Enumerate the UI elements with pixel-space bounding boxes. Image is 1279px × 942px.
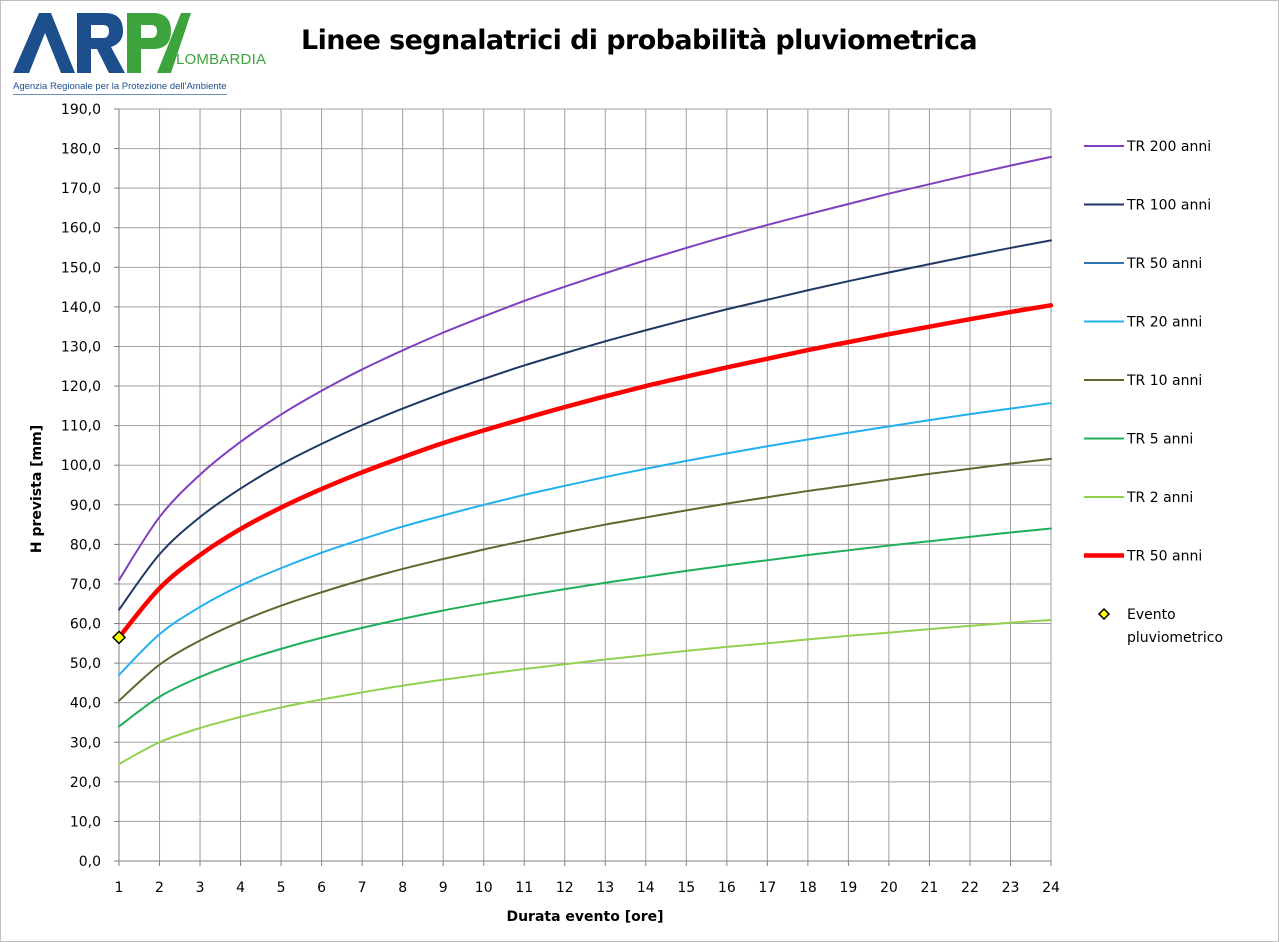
y-tick-labels: 0,0 10,0 20,0 30,0 40,0 50,0 60,0 70,0 80,0 90,0 1… (61, 102, 101, 870)
x-tick-label: 18 (799, 880, 817, 896)
x-tick-label: 13 (596, 880, 614, 896)
x-tick-label: 3 (196, 880, 205, 896)
y-tick-label: 150,0 (61, 260, 101, 276)
arpa-logo-mark (13, 13, 191, 73)
x-tick-label: 1 (115, 880, 124, 896)
series-line-5 (118, 527, 1052, 728)
grid-lines (119, 108, 1052, 861)
x-tick-label: 14 (637, 880, 655, 896)
x-tick-label: 22 (961, 880, 979, 896)
y-tick-label: 20,0 (70, 775, 101, 791)
axes (114, 108, 1052, 866)
series-lines (116, 155, 1054, 766)
y-tick-label: 90,0 (70, 498, 101, 514)
x-tick-label: 17 (758, 880, 776, 896)
y-tick-label: 190,0 (61, 102, 101, 118)
logo-tagline: Agenzia Regionale per la Protezione dell… (13, 81, 227, 95)
x-tick-label: 10 (475, 880, 493, 896)
y-tick-label: 80,0 (70, 537, 101, 553)
y-tick-label: 60,0 (70, 617, 101, 633)
y-tick-label: 70,0 (70, 577, 101, 593)
chart-title: Linee segnalatrici di probabilità pluvio… (301, 25, 978, 56)
event-markers (111, 630, 127, 645)
series-line-4 (118, 457, 1052, 702)
series-line-1 (118, 239, 1052, 611)
x-tick-label: 15 (677, 880, 695, 896)
y-tick-label: 140,0 (61, 300, 101, 316)
x-tick-label: 7 (358, 880, 367, 896)
legend-event-marker (1097, 607, 1111, 621)
x-tick-label: 5 (277, 880, 286, 896)
x-tick-label: 20 (880, 880, 898, 896)
x-tick-label: 24 (1042, 880, 1060, 896)
legend-label-7: TR 50 anni (1126, 549, 1202, 565)
series-line-7 (116, 303, 1054, 640)
x-tick-label: 9 (439, 880, 448, 896)
y-tick-label: 110,0 (61, 419, 101, 435)
legend-label-4: TR 10 anni (1126, 373, 1202, 389)
legend-label-5: TR 5 anni (1126, 432, 1193, 448)
x-tick-label: 6 (317, 880, 326, 896)
x-tick-label: 2 (155, 880, 164, 896)
series-line-6 (118, 618, 1052, 766)
legend-label-6: TR 2 anni (1126, 490, 1193, 506)
x-tick-label: 16 (718, 880, 736, 896)
x-tick-label: 19 (839, 880, 857, 896)
legend-label-1: TR 100 anni (1126, 198, 1211, 214)
y-axis-title: H prevista [mm] (29, 425, 45, 553)
legend-event-label-line1: Evento (1127, 607, 1176, 623)
logo-region-text: LOMBARDIA (176, 51, 267, 68)
y-tick-label: 40,0 (70, 696, 101, 712)
legend-label-3: TR 20 anni (1126, 315, 1202, 331)
x-tick-label: 11 (515, 880, 533, 896)
series-line-0 (118, 155, 1052, 581)
y-tick-label: 180,0 (61, 142, 101, 158)
legend-event-label-line2: pluviometrico (1127, 630, 1223, 646)
x-tick-label: 8 (398, 880, 407, 896)
y-tick-label: 10,0 (70, 814, 101, 830)
x-axis-title: Durata evento [ore] (506, 909, 663, 925)
arpa-logo: LOMBARDIA Agenzia Regionale per la Prote… (11, 9, 273, 101)
x-tick-label: 4 (236, 880, 245, 896)
y-tick-label: 160,0 (61, 221, 101, 237)
x-tick-labels: 1 2 3 4 5 6 7 8 9 10 11 12 13 14 15 16 17 18 19 20 21 22 23 24 (115, 880, 1060, 896)
y-tick-label: 120,0 (61, 379, 101, 395)
x-tick-label: 21 (921, 880, 939, 896)
y-tick-label: 50,0 (70, 656, 101, 672)
legend: TR 200 anni TR 100 anni TR 50 anni TR 20 an… (1084, 139, 1223, 646)
y-tick-label: 170,0 (61, 181, 101, 197)
series-line-3 (118, 402, 1052, 676)
legend-label-0: TR 200 anni (1126, 139, 1211, 155)
x-tick-label: 12 (556, 880, 574, 896)
event-marker-point (111, 630, 127, 645)
y-tick-label: 130,0 (61, 339, 101, 355)
x-tick-label: 23 (1002, 880, 1020, 896)
y-tick-label: 0,0 (79, 854, 101, 870)
legend-label-2: TR 50 anni (1126, 256, 1202, 272)
y-tick-label: 100,0 (61, 458, 101, 474)
y-tick-label: 30,0 (70, 735, 101, 751)
